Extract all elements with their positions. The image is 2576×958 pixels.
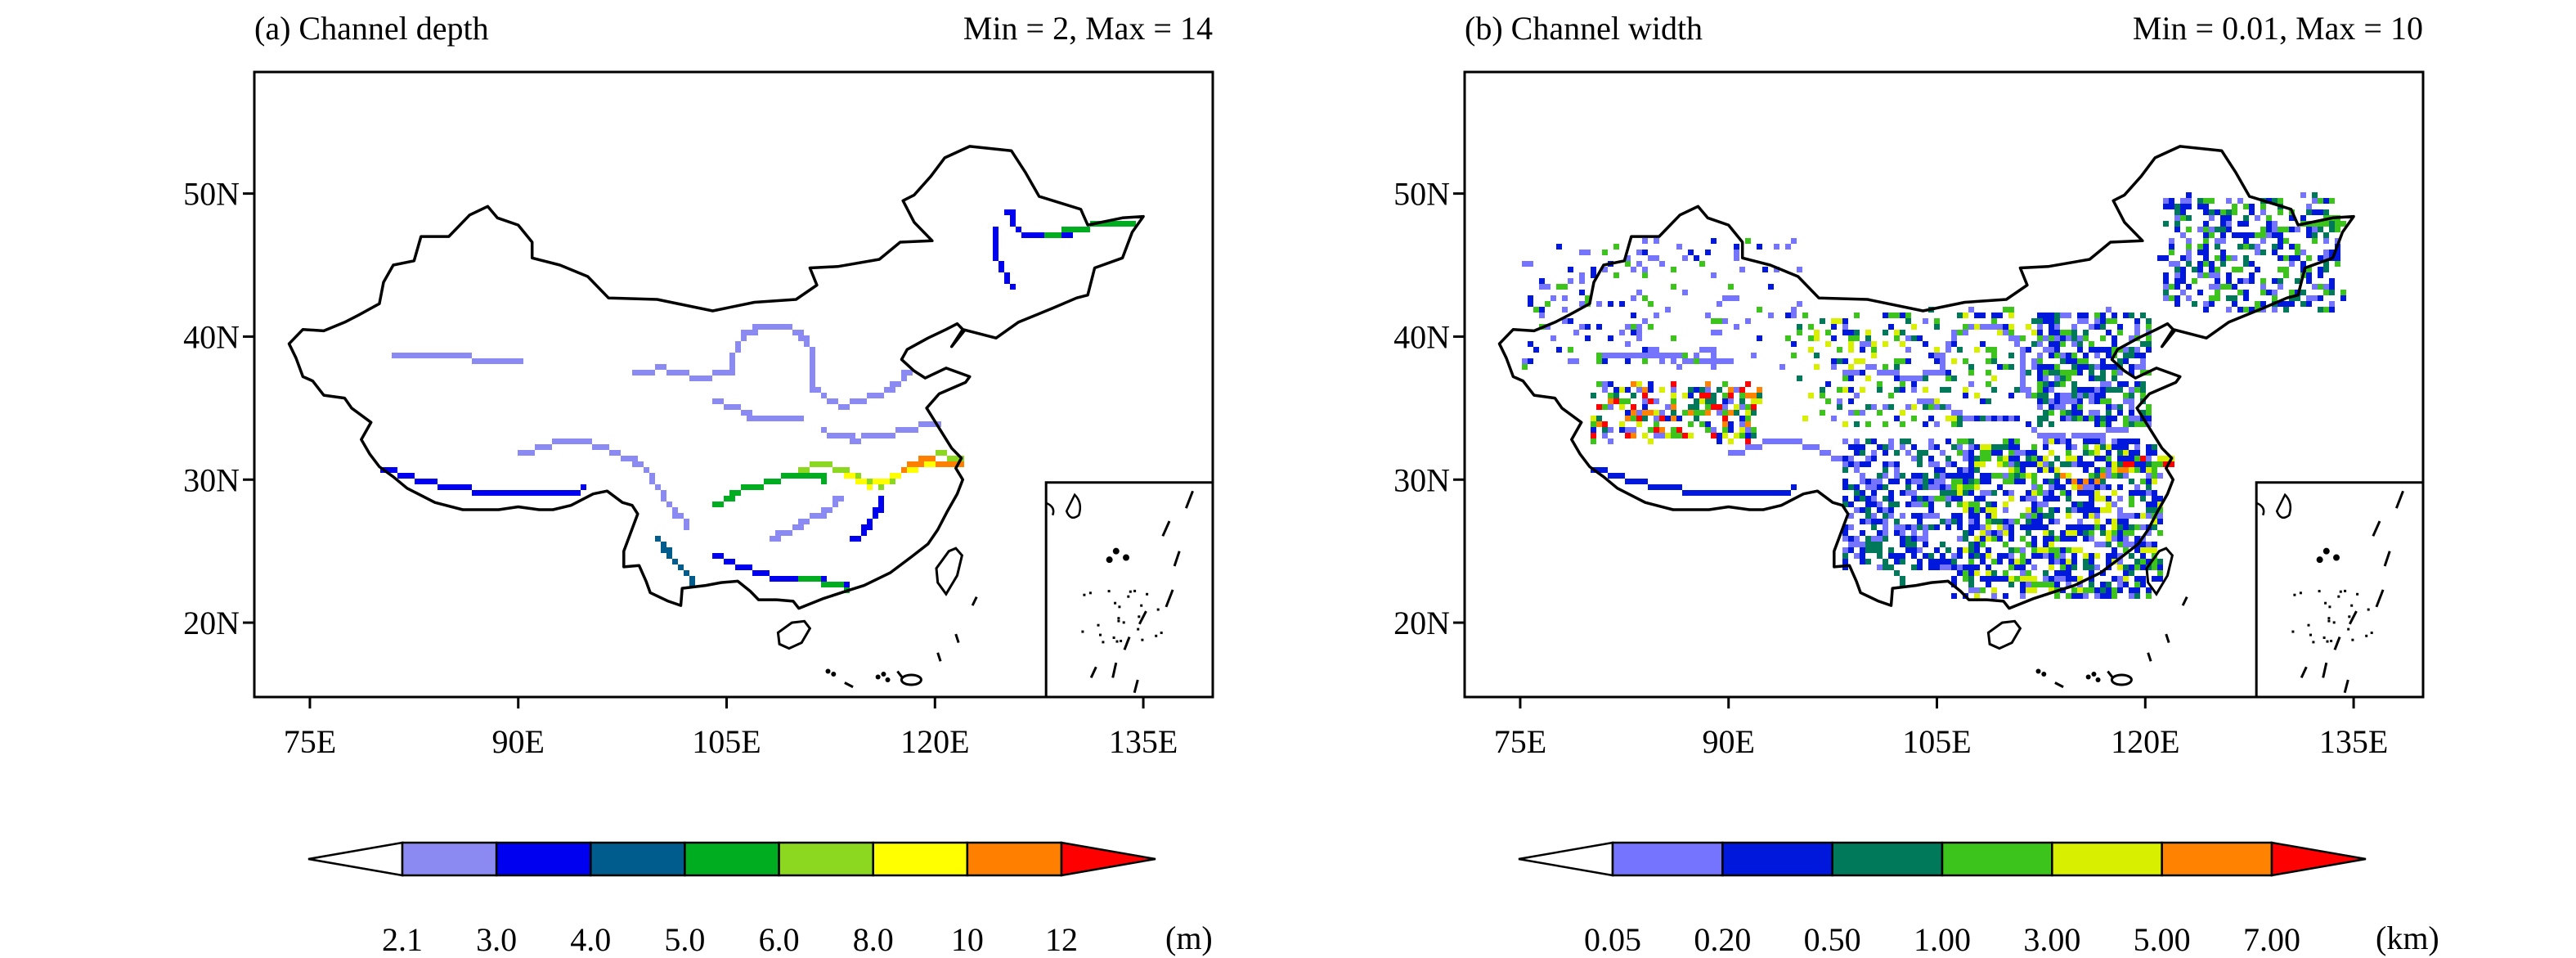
south-china-sea-inset xyxy=(1044,481,1213,697)
colorbar-min-triangle xyxy=(307,841,404,877)
x-tick-label: 90E xyxy=(492,723,545,760)
colorbar-box xyxy=(2051,841,2163,877)
panel-channel-depth: (a) Channel depth Min = 2, Max = 14 75E 9… xyxy=(183,10,1214,958)
y-tick-label: 40N xyxy=(183,318,240,355)
map-frame xyxy=(1463,70,2425,699)
colorbar-label: 10 xyxy=(951,921,984,958)
channel-cells xyxy=(380,209,1136,593)
x-tick-label: 105E xyxy=(1902,723,1971,760)
x-tick-label: 135E xyxy=(2319,723,2388,760)
colorbar-max-triangle xyxy=(1060,841,1156,877)
x-tick-label: 120E xyxy=(2111,723,2179,760)
x-tick-label: 75E xyxy=(284,723,336,760)
colorbar-label: 0.20 xyxy=(1694,921,1751,958)
channel-cells xyxy=(1522,192,2346,599)
colorbar-box xyxy=(1721,841,1833,877)
colorbar-label: 6.0 xyxy=(759,921,800,958)
x-tick-label: 120E xyxy=(900,723,969,760)
colorbar-box xyxy=(1831,841,1944,877)
colorbar-label: 5.0 xyxy=(664,921,705,958)
panel-channel-width: (b) Channel width Min = 0.01, Max = 10 7… xyxy=(1393,10,2439,958)
axes: 75E 90E 105E 120E 135E 50N 40N 30N 20N xyxy=(183,176,1178,760)
colorbar-box xyxy=(778,841,874,877)
map-area xyxy=(287,145,1213,697)
colorbar-box xyxy=(495,841,592,877)
colorbar-label: 8.0 xyxy=(853,921,894,958)
colorbar-unit: (km) xyxy=(2376,920,2439,956)
colorbar-label: 3.0 xyxy=(476,921,517,958)
colorbar-label: 0.05 xyxy=(1584,921,1641,958)
x-tick-label: 135E xyxy=(1109,723,1178,760)
colorbar-label: 2.1 xyxy=(382,921,423,958)
panel-range: Min = 0.01, Max = 10 xyxy=(2133,10,2423,47)
colorbar-box xyxy=(966,841,1063,877)
map-area xyxy=(1497,145,2423,697)
y-tick-label: 20N xyxy=(183,605,240,641)
panel-title: (a) Channel depth xyxy=(254,10,489,47)
panel-title: (b) Channel width xyxy=(1465,10,1703,47)
axes: 75E 90E 105E 120E 135E 50N 40N 30N 20N xyxy=(1393,176,2388,760)
china-border xyxy=(1497,145,2355,689)
y-tick-label: 50N xyxy=(183,176,240,213)
colorbar-label: 4.0 xyxy=(570,921,611,958)
y-tick-label: 40N xyxy=(1393,318,1450,355)
colorbar-label: 3.00 xyxy=(2023,921,2080,958)
colorbar: 0.05 0.20 0.50 1.00 3.00 5.00 7.00 (km) xyxy=(1518,841,2439,958)
south-china-sea-inset xyxy=(2255,481,2423,697)
colorbar-min-triangle xyxy=(1518,841,1614,877)
x-tick-label: 75E xyxy=(1494,723,1546,760)
colorbar-label: 12 xyxy=(1045,921,1078,958)
colorbar-label: 0.50 xyxy=(1804,921,1861,958)
colorbar-box xyxy=(590,841,686,877)
x-tick-label: 90E xyxy=(1703,723,1755,760)
y-tick-label: 30N xyxy=(183,461,240,498)
colorbar-box xyxy=(1941,841,2053,877)
colorbar-box xyxy=(401,841,498,877)
colorbar-max-triangle xyxy=(2270,841,2367,877)
colorbar: 2.1 3.0 4.0 5.0 6.0 8.0 10 12 (m) xyxy=(307,841,1213,958)
colorbar-box xyxy=(872,841,969,877)
x-tick-label: 105E xyxy=(692,723,761,760)
map-frame xyxy=(253,70,1214,699)
colorbar-label: 7.00 xyxy=(2243,921,2300,958)
colorbar-label: 1.00 xyxy=(1914,921,1971,958)
panel-range: Min = 2, Max = 14 xyxy=(963,10,1213,47)
y-tick-label: 20N xyxy=(1393,605,1450,641)
y-tick-label: 50N xyxy=(1393,176,1450,213)
china-border xyxy=(287,145,1145,689)
colorbar-box xyxy=(684,841,780,877)
y-tick-label: 30N xyxy=(1393,461,1450,498)
colorbar-box xyxy=(1611,841,1724,877)
colorbar-box xyxy=(2161,841,2273,877)
colorbar-unit: (m) xyxy=(1165,920,1213,956)
colorbar-label: 5.00 xyxy=(2134,921,2191,958)
